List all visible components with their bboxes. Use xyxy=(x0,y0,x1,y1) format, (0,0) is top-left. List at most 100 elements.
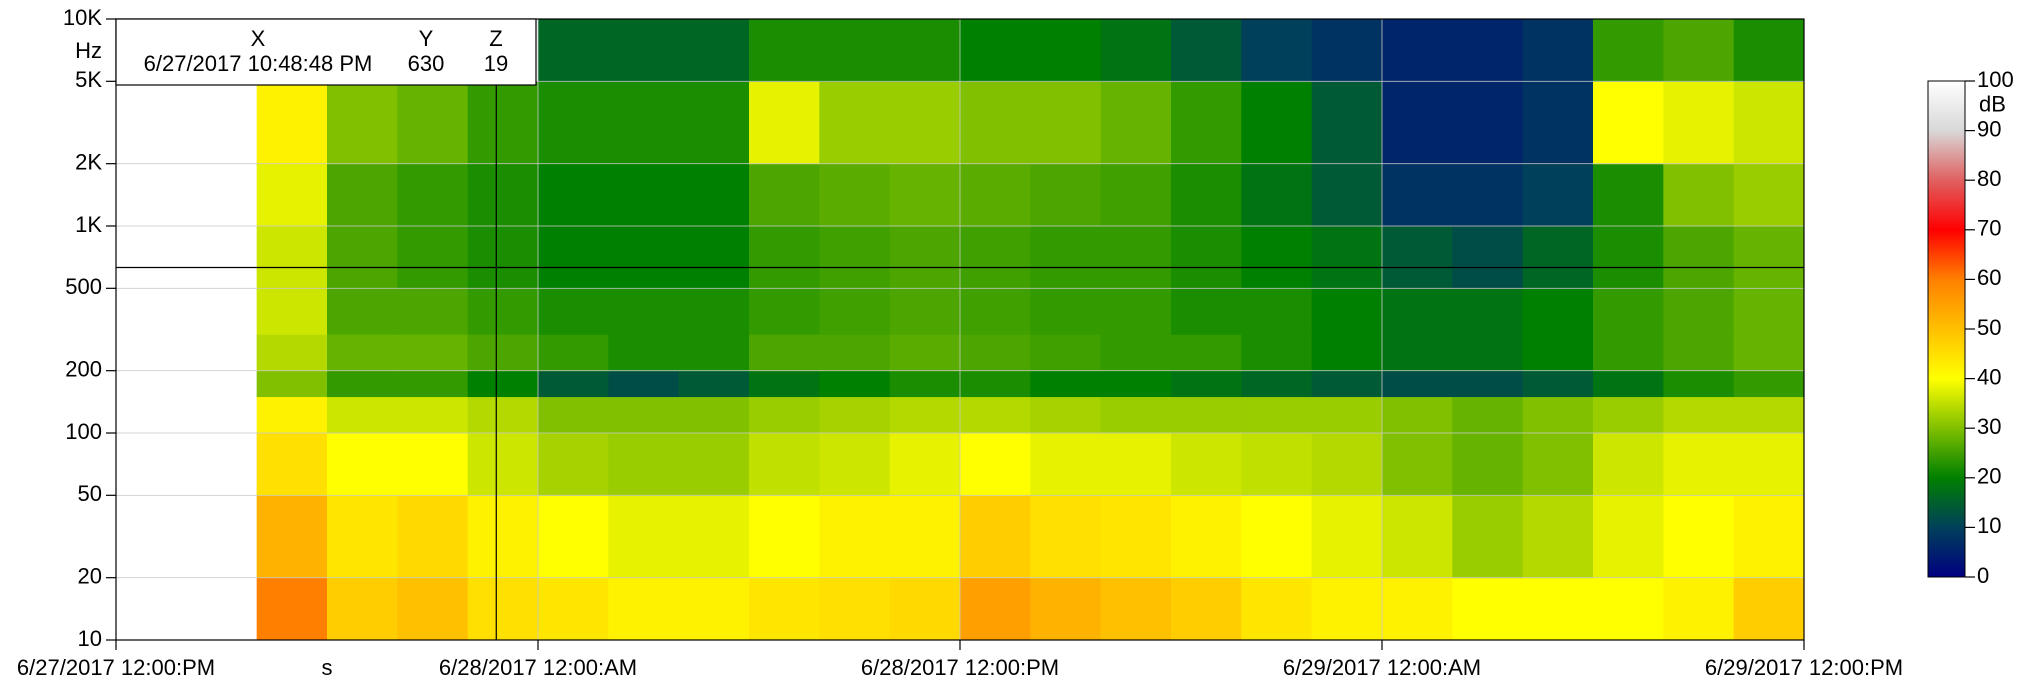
heatmap-cell xyxy=(538,433,609,496)
heatmap-cell xyxy=(397,371,468,397)
y-tick-label: 10K xyxy=(63,5,102,30)
heatmap-cell xyxy=(1382,81,1453,164)
heatmap-cell xyxy=(1241,495,1312,578)
heatmap-cell xyxy=(679,226,750,289)
heatmap-cell xyxy=(890,19,961,82)
heatmap-cell xyxy=(749,578,820,641)
heatmap-cell xyxy=(1382,433,1453,496)
heatmap-cell xyxy=(1593,371,1664,397)
heatmap-cell xyxy=(538,164,609,227)
heatmap-cell xyxy=(1030,81,1101,164)
y-axis-label: Hz xyxy=(75,38,102,63)
heatmap-cell xyxy=(890,371,961,397)
heatmap-cell xyxy=(257,371,328,397)
heatmap-cell xyxy=(1241,288,1312,334)
heatmap-cell xyxy=(538,226,609,289)
heatmap-cell xyxy=(327,334,398,371)
heatmap-cell xyxy=(1030,397,1101,434)
heatmap-cell xyxy=(1171,334,1242,371)
y-tick-label: 1K xyxy=(75,212,102,237)
heatmap-cell xyxy=(1312,288,1383,334)
heatmap-cell xyxy=(1452,226,1523,289)
heatmap-cell xyxy=(608,288,679,334)
heatmap-cell xyxy=(257,81,328,164)
heatmap-cell xyxy=(1171,288,1242,334)
colorbar-tick-label: 0 xyxy=(1977,563,1989,588)
colorbar-tick-label: 90 xyxy=(1977,116,2001,141)
heatmap-cell xyxy=(1593,495,1664,578)
heatmap-cell xyxy=(679,164,750,227)
heatmap-cell xyxy=(890,334,961,371)
heatmap-cell xyxy=(538,578,609,641)
y-tick-label: 10 xyxy=(78,626,102,651)
heatmap-cell xyxy=(1663,81,1734,164)
heatmap-cell xyxy=(819,81,890,164)
x-tick-label: 6/29/2017 12:00:PM xyxy=(1705,655,1903,680)
heatmap-cell xyxy=(1030,495,1101,578)
heatmap-cell xyxy=(608,81,679,164)
heatmap-cell xyxy=(679,495,750,578)
heatmap-cell xyxy=(608,578,679,641)
heatmap-cell xyxy=(1663,578,1734,641)
heatmap-cell xyxy=(1101,433,1172,496)
heatmap-cell xyxy=(1030,288,1101,334)
heatmap-cell xyxy=(1663,19,1734,82)
heatmap-cell xyxy=(538,334,609,371)
heatmap-cell xyxy=(257,433,328,496)
heatmap-cell xyxy=(327,288,398,334)
heatmap-cell xyxy=(1663,433,1734,496)
heatmap-cell xyxy=(1452,19,1523,82)
heatmap-cell xyxy=(1663,334,1734,371)
heatmap-cell xyxy=(1241,19,1312,82)
heatmap-cell xyxy=(1241,578,1312,641)
heatmap-cell xyxy=(1312,19,1383,82)
x-tick-label: 6/27/2017 12:00:PM xyxy=(17,655,215,680)
heatmap-cell xyxy=(1734,433,1805,496)
heatmap-cell xyxy=(468,578,539,641)
colorbar-label: dB xyxy=(1979,92,2006,117)
heatmap-cell xyxy=(1734,164,1805,227)
heatmap-cell xyxy=(327,81,398,164)
heatmap-cell xyxy=(749,288,820,334)
heatmap-cell xyxy=(749,164,820,227)
heatmap-cell xyxy=(749,81,820,164)
heatmap-cell xyxy=(819,433,890,496)
heatmap-cell xyxy=(890,164,961,227)
heatmap-cell xyxy=(1101,81,1172,164)
heatmap-cell xyxy=(397,397,468,434)
heatmap-cell xyxy=(960,334,1031,371)
heatmap-cell xyxy=(397,226,468,289)
heatmap-cell xyxy=(397,433,468,496)
heatmap-cell xyxy=(1101,288,1172,334)
heatmap-cell xyxy=(1523,334,1594,371)
heatmap-cell xyxy=(960,433,1031,496)
colorbar-tick-label: 80 xyxy=(1977,166,2001,191)
heatmap-cell xyxy=(608,226,679,289)
heatmap-cell xyxy=(1101,495,1172,578)
heatmap-cell xyxy=(890,226,961,289)
heatmap-cell xyxy=(397,334,468,371)
heatmap-cell xyxy=(679,578,750,641)
y-tick-label: 100 xyxy=(65,419,102,444)
y-tick-label: 5K xyxy=(75,67,102,92)
heatmap-cell xyxy=(1241,226,1312,289)
heatmap-cell xyxy=(1452,397,1523,434)
heatmap-cell xyxy=(1171,81,1242,164)
heatmap-cell xyxy=(890,495,961,578)
chart: 1020501002005001K2K5K10KHz6/27/2017 12:0… xyxy=(0,0,2024,681)
heatmap-cell xyxy=(608,371,679,397)
x-axis-label: s xyxy=(322,655,333,680)
heatmap-cell xyxy=(890,433,961,496)
heatmap-cell xyxy=(468,164,539,227)
heatmap-cell xyxy=(1523,226,1594,289)
heatmap-cell xyxy=(1523,397,1594,434)
heatmap-cell xyxy=(819,334,890,371)
colorbar-tick-label: 30 xyxy=(1977,414,2001,439)
heatmap-cell xyxy=(468,495,539,578)
heatmap-cell xyxy=(1312,397,1383,434)
heatmap-cell xyxy=(538,19,609,82)
heatmap-cell xyxy=(1382,164,1453,227)
y-tick-label: 200 xyxy=(65,356,102,381)
heatmap-cell xyxy=(1382,397,1453,434)
heatmap-cell xyxy=(327,397,398,434)
